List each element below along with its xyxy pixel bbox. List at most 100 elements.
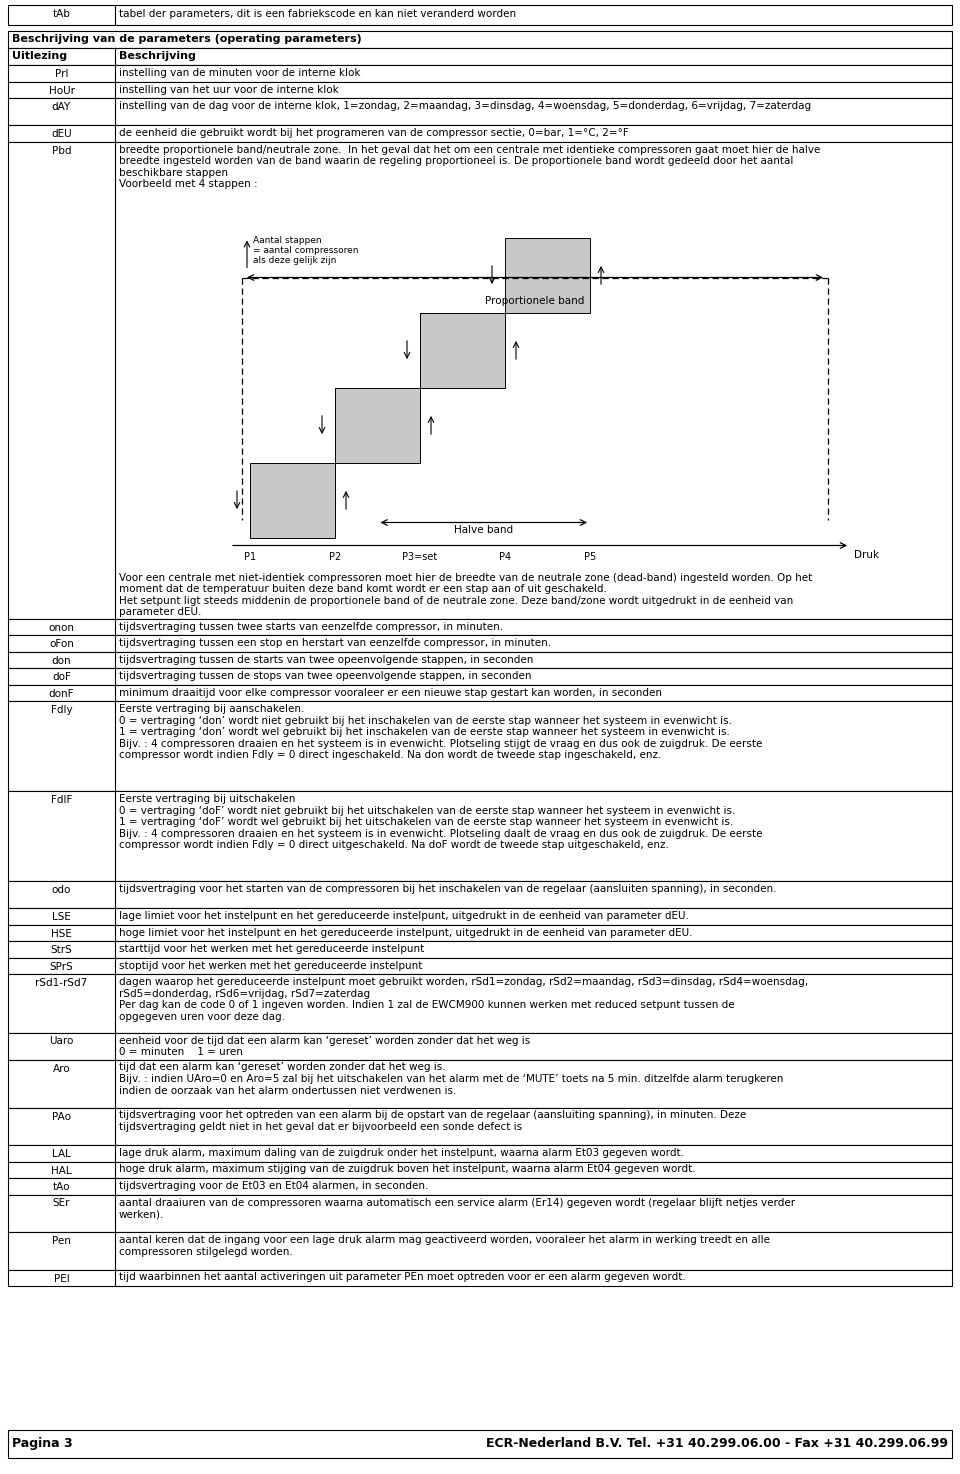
Text: hoge limiet voor het instelpunt en het gereduceerde instelpunt, uitgedrukt in de: hoge limiet voor het instelpunt en het g… xyxy=(119,927,692,937)
Text: tAb: tAb xyxy=(53,9,70,19)
Text: instelling van het uur voor de interne klok: instelling van het uur voor de interne k… xyxy=(119,84,339,94)
Text: tijdsvertraging tussen de starts van twee opeenvolgende stappen, in seconden: tijdsvertraging tussen de starts van twe… xyxy=(119,654,534,665)
Bar xyxy=(8,924,952,940)
Text: dagen waarop het gereduceerde instelpunt moet gebruikt worden, rSd1=zondag, rSd2: dagen waarop het gereduceerde instelpunt… xyxy=(119,977,808,1021)
Text: tijdsvertraging voor het optreden van een alarm bij de opstart van de regelaar (: tijdsvertraging voor het optreden van ee… xyxy=(119,1110,746,1132)
Bar xyxy=(8,974,952,1032)
Bar xyxy=(250,463,335,538)
Text: stoptijd voor het werken met het gereduceerde instelpunt: stoptijd voor het werken met het gereduc… xyxy=(119,961,422,970)
Text: FdlF: FdlF xyxy=(51,794,72,805)
Bar xyxy=(8,4,952,25)
Bar xyxy=(420,312,505,388)
Text: Halve band: Halve band xyxy=(454,525,514,535)
Text: HSE: HSE xyxy=(51,929,72,939)
Bar xyxy=(8,49,952,65)
Bar xyxy=(335,388,420,463)
Text: Fdly: Fdly xyxy=(51,705,72,715)
Text: P4: P4 xyxy=(499,551,511,562)
Bar xyxy=(8,668,952,684)
Text: StrS: StrS xyxy=(51,945,72,955)
Bar xyxy=(505,237,590,312)
Text: aantal draaiuren van de compressoren waarna automatisch een service alarm (Er14): aantal draaiuren van de compressoren waa… xyxy=(119,1197,795,1219)
Bar xyxy=(8,940,952,958)
Text: eenheid voor de tijd dat een alarm kan ‘gereset’ worden zonder dat het weg is
0 : eenheid voor de tijd dat een alarm kan ‘… xyxy=(119,1036,530,1057)
Text: PAo: PAo xyxy=(52,1111,71,1122)
Text: P1: P1 xyxy=(244,551,256,562)
Text: Pbd: Pbd xyxy=(52,146,71,155)
Bar xyxy=(8,81,952,97)
Text: Druk: Druk xyxy=(854,550,879,560)
Text: SPrS: SPrS xyxy=(50,961,73,971)
Bar xyxy=(8,125,952,142)
Text: Beschrijving: Beschrijving xyxy=(119,52,196,60)
Text: PEI: PEI xyxy=(54,1274,69,1284)
Bar xyxy=(8,1194,952,1232)
Text: starttijd voor het werken met het gereduceerde instelpunt: starttijd voor het werken met het geredu… xyxy=(119,943,424,954)
Text: Voor een centrale met niet-identiek compressoren moet hier de breedte van de neu: Voor een centrale met niet-identiek comp… xyxy=(119,572,812,618)
Bar xyxy=(8,1032,952,1060)
Bar xyxy=(8,1145,952,1162)
Text: Pen: Pen xyxy=(52,1237,71,1246)
Text: P2: P2 xyxy=(329,551,341,562)
Bar xyxy=(8,65,952,81)
Text: Uaro: Uaro xyxy=(49,1036,74,1047)
Text: rSd1-rSd7: rSd1-rSd7 xyxy=(36,979,87,988)
Bar xyxy=(8,958,952,974)
Text: SEr: SEr xyxy=(53,1198,70,1209)
Text: donF: donF xyxy=(49,688,74,699)
Text: Eerste vertraging bij aanschakelen.
0 = vertraging ‘don’ wordt niet gebruikt bij: Eerste vertraging bij aanschakelen. 0 = … xyxy=(119,705,762,761)
Bar xyxy=(8,635,952,652)
Bar xyxy=(8,619,952,635)
Bar xyxy=(8,1178,952,1194)
Text: Proportionele band: Proportionele band xyxy=(486,295,585,305)
Text: Pagina 3: Pagina 3 xyxy=(12,1437,73,1450)
Text: tijdsvertraging tussen de stops van twee opeenvolgende stappen, in seconden: tijdsvertraging tussen de stops van twee… xyxy=(119,671,532,681)
Text: doF: doF xyxy=(52,672,71,682)
Text: tijdsvertraging tussen twee starts van eenzelfde compressor, in minuten.: tijdsvertraging tussen twee starts van e… xyxy=(119,622,503,631)
Bar xyxy=(8,792,952,881)
Bar xyxy=(8,31,952,49)
Text: LSE: LSE xyxy=(52,912,71,923)
Text: HAL: HAL xyxy=(51,1166,72,1175)
Bar xyxy=(8,684,952,702)
Text: tijdsvertraging voor het starten van de compressoren bij het inschakelen van de : tijdsvertraging voor het starten van de … xyxy=(119,884,777,895)
Bar xyxy=(8,908,952,924)
Bar xyxy=(8,1060,952,1107)
Text: instelling van de dag voor de interne klok, 1=zondag, 2=maandag, 3=dinsdag, 4=wo: instelling van de dag voor de interne kl… xyxy=(119,102,811,111)
Text: don: don xyxy=(52,656,71,665)
Bar xyxy=(8,1162,952,1178)
Bar xyxy=(8,1232,952,1269)
Text: tijdsvertraging tussen een stop en herstart van eenzelfde compressor, in minuten: tijdsvertraging tussen een stop en herst… xyxy=(119,638,551,649)
Text: instelling van de minuten voor de interne klok: instelling van de minuten voor de intern… xyxy=(119,68,361,78)
Bar xyxy=(8,1107,952,1145)
Text: Aro: Aro xyxy=(53,1064,70,1073)
Bar xyxy=(8,97,952,125)
Text: hoge druk alarm, maximum stijging van de zuigdruk boven het instelpunt, waarna a: hoge druk alarm, maximum stijging van de… xyxy=(119,1164,696,1175)
Text: Uitlezing: Uitlezing xyxy=(12,52,67,60)
Text: minimum draaitijd voor elke compressor vooraleer er een nieuwe stap gestart kan : minimum draaitijd voor elke compressor v… xyxy=(119,687,662,697)
Bar xyxy=(8,142,952,619)
Text: odo: odo xyxy=(52,884,71,895)
Text: HoUr: HoUr xyxy=(49,85,75,96)
Bar xyxy=(8,1269,952,1285)
Text: tijd dat een alarm kan ‘gereset’ worden zonder dat het weg is.
Bijv. : indien UA: tijd dat een alarm kan ‘gereset’ worden … xyxy=(119,1063,783,1095)
Text: dAY: dAY xyxy=(52,102,71,112)
Text: dEU: dEU xyxy=(51,130,72,139)
Text: Aantal stappen
= aantal compressoren
als deze gelijk zijn: Aantal stappen = aantal compressoren als… xyxy=(253,236,358,265)
Text: ECR-Nederland B.V. Tel. +31 40.299.06.00 - Fax +31 40.299.06.99: ECR-Nederland B.V. Tel. +31 40.299.06.00… xyxy=(486,1437,948,1450)
Text: lage druk alarm, maximum daling van de zuigdruk onder het instelpunt, waarna ala: lage druk alarm, maximum daling van de z… xyxy=(119,1148,684,1159)
Bar xyxy=(8,702,952,792)
Text: PrI: PrI xyxy=(55,69,68,80)
Text: Eerste vertraging bij uitschakelen
0 = vertraging ‘doF’ wordt niet gebruikt bij : Eerste vertraging bij uitschakelen 0 = v… xyxy=(119,794,762,850)
Bar xyxy=(8,1430,952,1458)
Text: tijdsvertraging voor de Et03 en Et04 alarmen, in seconden.: tijdsvertraging voor de Et03 en Et04 ala… xyxy=(119,1181,428,1191)
Text: P3=set: P3=set xyxy=(402,551,438,562)
Text: tabel der parameters, dit is een fabriekscode en kan niet veranderd worden: tabel der parameters, dit is een fabriek… xyxy=(119,9,516,19)
Text: tijd waarbinnen het aantal activeringen uit parameter PEn moet optreden voor er : tijd waarbinnen het aantal activeringen … xyxy=(119,1272,685,1282)
Text: tAo: tAo xyxy=(53,1182,70,1192)
Text: de eenheid die gebruikt wordt bij het programeren van de compressor sectie, 0=ba: de eenheid die gebruikt wordt bij het pr… xyxy=(119,128,629,139)
Bar xyxy=(8,881,952,908)
Text: oFon: oFon xyxy=(49,640,74,649)
Text: LAL: LAL xyxy=(52,1150,71,1159)
Bar xyxy=(8,652,952,668)
